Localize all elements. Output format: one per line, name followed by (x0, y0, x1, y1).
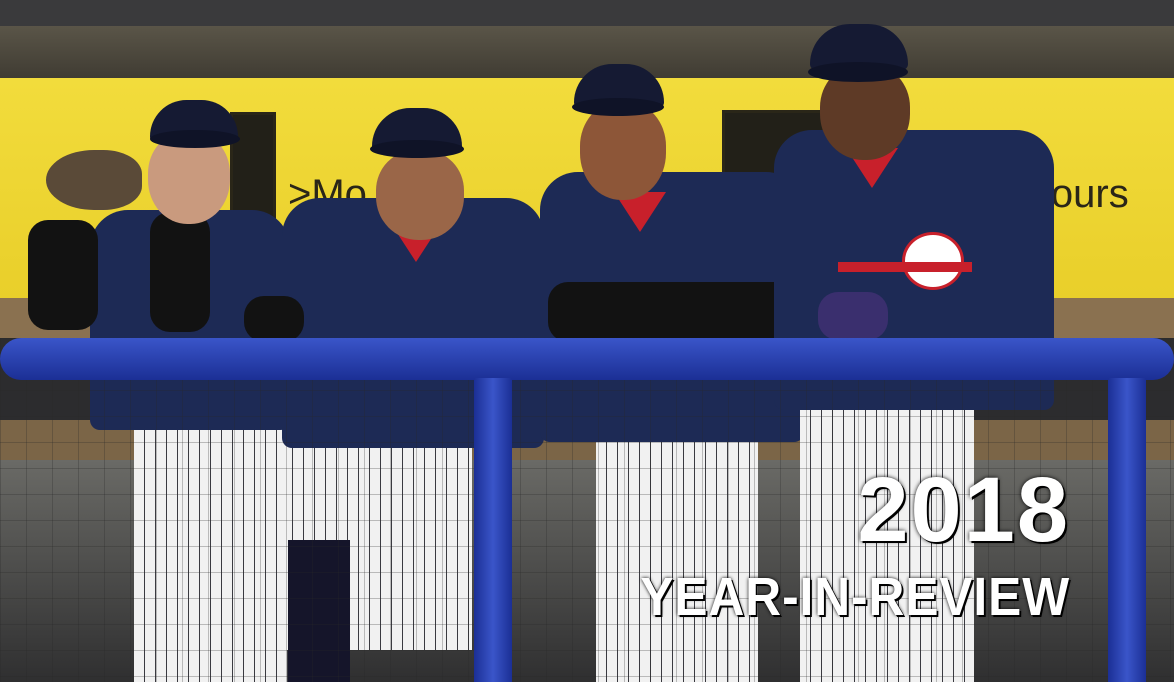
player-1-arm (28, 220, 98, 330)
player-2-cap-brim (370, 140, 464, 158)
team-logo-icon (902, 232, 964, 290)
player-3-pants (596, 400, 758, 682)
player-3-face (580, 102, 666, 200)
railing-post-center (474, 378, 512, 682)
player-4-arm (818, 292, 888, 340)
year-in-review-title: YEAR-IN-REVIEW (640, 567, 1070, 627)
player-1-cap-brim (150, 130, 240, 148)
player-3-arm (548, 282, 818, 342)
player-2-arm (244, 296, 304, 342)
railing-post-right (1108, 378, 1146, 682)
dugout-roof (0, 0, 1174, 26)
player-3-cap-brim (572, 98, 664, 116)
player-4-jersey-stripe (838, 262, 972, 272)
player-2-face (376, 150, 464, 240)
player-2-sock (288, 540, 350, 682)
year-title: 2018 (857, 459, 1070, 561)
player-4-cap-brim (808, 62, 908, 82)
baseball-glove-icon (46, 150, 142, 210)
player-4-pants (800, 390, 974, 682)
dugout-railing (0, 338, 1174, 380)
player-1-pants (134, 400, 294, 682)
dugout-ceiling (0, 26, 1174, 78)
protective-netting (0, 338, 1174, 682)
player-1-arm-right (150, 212, 210, 332)
